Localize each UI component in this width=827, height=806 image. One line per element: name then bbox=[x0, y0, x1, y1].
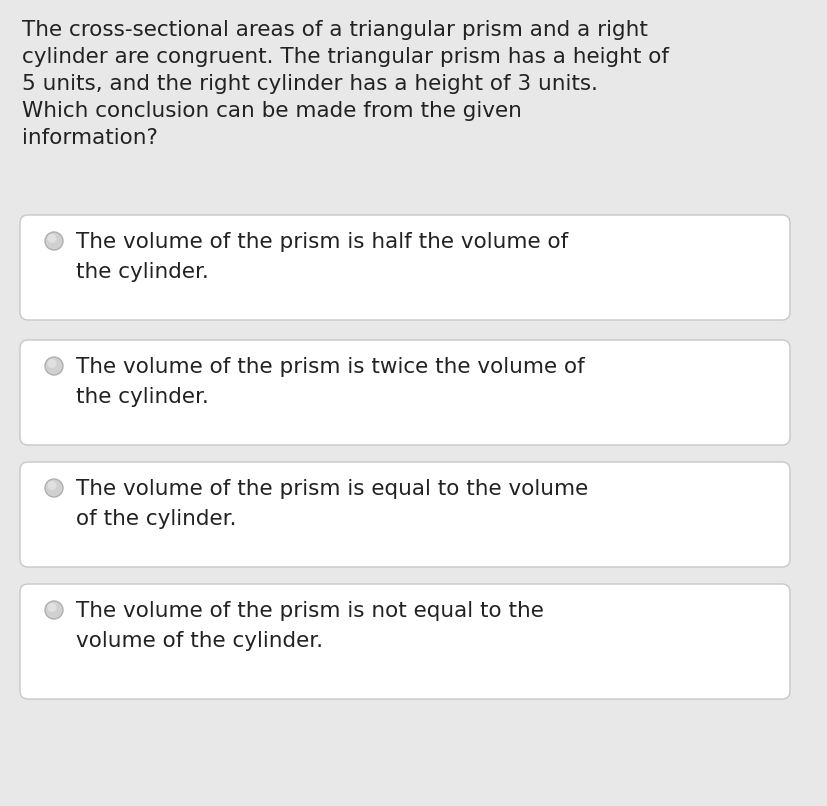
Text: volume of the cylinder.: volume of the cylinder. bbox=[76, 631, 323, 651]
Circle shape bbox=[45, 479, 63, 497]
Text: information?: information? bbox=[22, 128, 158, 148]
FancyBboxPatch shape bbox=[20, 462, 789, 567]
Circle shape bbox=[47, 234, 56, 243]
Circle shape bbox=[45, 232, 63, 250]
FancyBboxPatch shape bbox=[20, 584, 789, 699]
Text: The volume of the prism is half the volume of: The volume of the prism is half the volu… bbox=[76, 232, 567, 252]
Circle shape bbox=[47, 603, 56, 612]
Text: 5 units, and the right cylinder has a height of 3 units.: 5 units, and the right cylinder has a he… bbox=[22, 74, 597, 94]
Circle shape bbox=[45, 601, 63, 619]
FancyBboxPatch shape bbox=[20, 340, 789, 445]
Text: of the cylinder.: of the cylinder. bbox=[76, 509, 237, 529]
Text: the cylinder.: the cylinder. bbox=[76, 387, 208, 407]
Text: the cylinder.: the cylinder. bbox=[76, 262, 208, 282]
Circle shape bbox=[47, 481, 56, 490]
Circle shape bbox=[45, 357, 63, 375]
Text: The volume of the prism is equal to the volume: The volume of the prism is equal to the … bbox=[76, 479, 587, 499]
Text: cylinder are congruent. The triangular prism has a height of: cylinder are congruent. The triangular p… bbox=[22, 47, 668, 67]
Circle shape bbox=[47, 359, 56, 368]
Text: The volume of the prism is not equal to the: The volume of the prism is not equal to … bbox=[76, 601, 543, 621]
FancyBboxPatch shape bbox=[20, 215, 789, 320]
Text: The volume of the prism is twice the volume of: The volume of the prism is twice the vol… bbox=[76, 357, 584, 377]
Text: The cross-sectional areas of a triangular prism and a right: The cross-sectional areas of a triangula… bbox=[22, 20, 647, 40]
Text: Which conclusion can be made from the given: Which conclusion can be made from the gi… bbox=[22, 101, 521, 121]
